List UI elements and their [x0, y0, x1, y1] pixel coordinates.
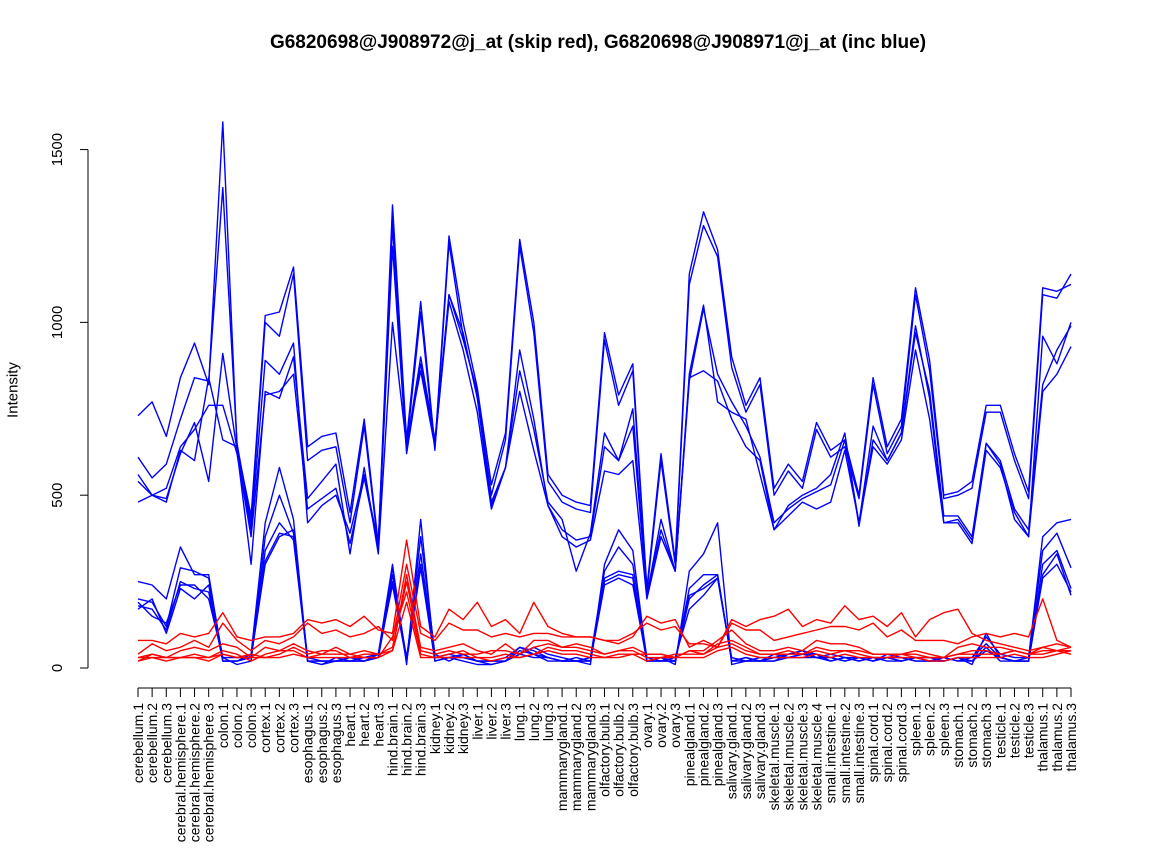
x-tick-label: thalamus.2 — [1049, 703, 1065, 772]
series-line-inc-9 — [137, 529, 1072, 662]
x-tick-label: esophagus.2 — [314, 703, 330, 783]
x-tick-label: spinal.cord.1 — [865, 703, 881, 783]
x-tick-label: kidney.1 — [427, 703, 443, 754]
y-tick-label: 1000 — [49, 306, 66, 339]
x-tick-label: cerebral.hemisphere.3 — [201, 703, 217, 843]
x-tick-label: ovary.3 — [667, 703, 683, 748]
x-tick-label: skeletal.muscle.3 — [794, 703, 810, 811]
x-tick-label: esophagus.1 — [300, 703, 316, 783]
x-tick-label: salivary.gland.2 — [738, 703, 754, 799]
x-tick-label: spinal.cord.2 — [879, 703, 895, 783]
x-tick-label: liver.3 — [498, 703, 514, 740]
x-tick-label: cerebellum.1 — [130, 703, 146, 783]
x-tick-label: hind.brain.3 — [413, 703, 429, 776]
x-tick-label: skeletal.muscle.4 — [809, 703, 825, 811]
series-layer — [137, 121, 1072, 666]
y-axis: 0 500 1000 1500 — [49, 133, 89, 672]
x-tick-label: small.intestine.2 — [837, 703, 853, 804]
series-line-skip-11 — [137, 563, 1072, 655]
x-tick-label: mammarygland.1 — [554, 703, 570, 811]
x-tick-label: small.intestine.3 — [851, 703, 867, 804]
x-tick-label: lung.3 — [540, 703, 556, 741]
x-tick-label: cerebral.hemisphere.2 — [187, 703, 203, 843]
y-tick-label: 500 — [49, 483, 66, 508]
x-tick-label: olfactory.bulb.3 — [625, 703, 641, 797]
x-tick-label: liver.2 — [483, 703, 499, 740]
series-line-skip-10 — [138, 539, 1072, 655]
x-tick-label: skeletal.muscle.1 — [766, 703, 782, 811]
x-tick-label: olfactory.bulb.1 — [597, 703, 613, 797]
x-tick-label: esophagus.3 — [328, 703, 344, 783]
x-tick-label: heart.1 — [342, 703, 358, 747]
x-tick-label: salivary.gland.3 — [752, 703, 768, 799]
series-line-skip-15 — [138, 601, 1072, 662]
x-tick-label: pinealgland.2 — [695, 703, 711, 787]
x-tick-label: salivary.gland.1 — [724, 703, 740, 799]
x-tick-label: pinealgland.1 — [681, 703, 697, 787]
x-tick-label: olfactory.bulb.2 — [611, 703, 627, 797]
x-tick-label: ovary.2 — [653, 703, 669, 748]
series-line-inc-3 — [137, 245, 1072, 600]
chart-title: G6820698@J908972@j_at (skip red), G68206… — [269, 32, 927, 53]
x-tick-label: testicle.3 — [1021, 703, 1037, 758]
x-tick-label: small.intestine.1 — [823, 703, 839, 804]
series-line-inc-0 — [137, 121, 1072, 590]
series-line-inc-2 — [137, 294, 1072, 597]
x-tick-label: colon.1 — [215, 703, 231, 748]
x-tick-label: stomach.3 — [978, 703, 994, 768]
x-tick-label: spleen.2 — [922, 703, 938, 756]
x-tick-label: hind.brain.2 — [399, 703, 415, 776]
series-line-skip-14 — [137, 591, 1071, 662]
series-line-skip-13 — [137, 580, 1072, 662]
x-tick-label: spinal.cord.3 — [893, 703, 909, 783]
x-tick-label: kidney.3 — [455, 703, 471, 754]
x-tick-label: testicle.1 — [992, 703, 1008, 758]
x-tick-label: cerebral.hemisphere.1 — [172, 703, 188, 843]
series-line-inc-8 — [137, 532, 1072, 666]
x-tick-label: cortex.2 — [271, 703, 287, 753]
series-line-inc-5 — [137, 466, 1072, 666]
x-tick-label: kidney.2 — [441, 703, 457, 754]
x-tick-label: hind.brain.1 — [384, 703, 400, 776]
x-tick-label: cerebellum.3 — [158, 703, 174, 783]
x-tick-label: liver.1 — [469, 703, 485, 740]
x-tick-label: colon.2 — [229, 703, 245, 748]
x-tick-label: cortex.1 — [257, 703, 273, 753]
x-tick-label: cortex.3 — [286, 703, 302, 753]
x-tick-label: thalamus.1 — [1035, 703, 1051, 772]
x-tick-label: spleen.3 — [936, 703, 952, 756]
x-tick-label: pinealgland.3 — [710, 703, 726, 787]
series-line-inc-4 — [137, 224, 1072, 597]
x-tick-label: heart.2 — [356, 703, 372, 747]
x-tick-label: cerebellum.2 — [144, 703, 160, 783]
x-tick-label: stomach.1 — [950, 703, 966, 768]
x-tick-label: ovary.1 — [639, 703, 655, 748]
x-tick-label: testicle.2 — [1006, 703, 1022, 758]
x-axis: cerebellum.1cerebellum.2cerebellum.3cere… — [130, 687, 1079, 843]
x-tick-label: lung.1 — [512, 703, 528, 741]
series-line-inc-1 — [137, 186, 1072, 593]
x-tick-label: spleen.1 — [908, 703, 924, 756]
x-tick-label: thalamus.3 — [1063, 703, 1079, 772]
x-tick-label: lung.2 — [526, 703, 542, 741]
x-tick-label: stomach.2 — [964, 703, 980, 768]
y-tick-label: 0 — [49, 664, 66, 672]
x-tick-label: mammarygland.2 — [568, 703, 584, 811]
y-tick-label: 1500 — [49, 133, 66, 166]
x-tick-label: colon.3 — [243, 703, 259, 748]
x-tick-label: mammarygland.3 — [582, 703, 598, 811]
x-tick-label: heart.3 — [370, 703, 386, 747]
x-tick-label: skeletal.muscle.2 — [780, 703, 796, 811]
